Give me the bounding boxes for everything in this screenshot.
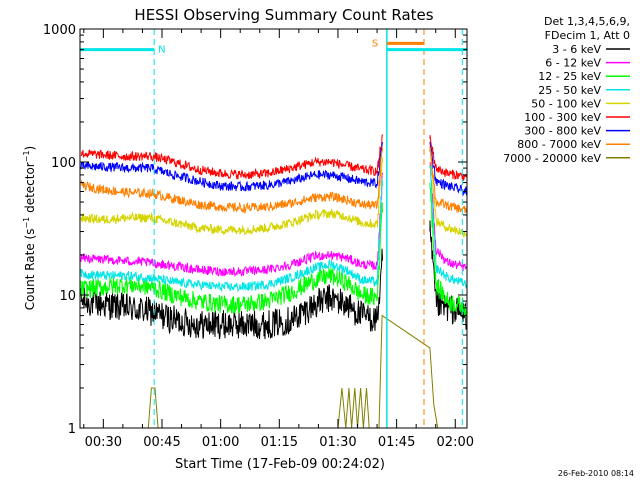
flag-label-n: N: [158, 45, 165, 56]
legend-label-6: 100 - 300 keV: [524, 111, 601, 124]
x-tick-label: 01:00: [202, 435, 239, 450]
legend-label-9: 7000 - 20000 keV: [503, 152, 601, 165]
series-line-3: [80, 182, 467, 317]
series-line-4: [80, 164, 467, 293]
y-tick-label: 1: [68, 422, 76, 437]
y-axis-label: Count Rate (s−1 detector−1): [22, 146, 37, 310]
legend-label-5: 50 - 100 keV: [531, 97, 601, 110]
y-tick-label: 100: [51, 156, 76, 171]
y-tick-label: 1000: [43, 23, 76, 38]
series-line-8: [80, 146, 467, 215]
x-tick-label: 01:15: [261, 435, 298, 450]
y-tick-label: 10: [59, 289, 76, 304]
legend-label-2: 6 - 12 keV: [545, 57, 601, 70]
legend-label-1: 3 - 6 keV: [552, 43, 601, 56]
x-tick-label: 01:45: [378, 435, 415, 450]
legend-label-4: 25 - 50 keV: [538, 84, 601, 97]
legend-label-3: 12 - 25 keV: [538, 70, 601, 83]
series-line-6: [81, 134, 467, 182]
x-tick-label: 02:00: [437, 435, 474, 450]
series-line-9: [80, 314, 467, 429]
plot-layer: N S 1 10 100 1000 00:30 00:45 01:00 01:15 01:30 01:…: [43, 23, 474, 450]
legend-header-line-1: Det 1,3,4,5,6,9,: [544, 15, 630, 28]
x-axis-label: Start Time (17-Feb-09 00:24:02): [175, 457, 385, 472]
series-line-7: [80, 141, 467, 197]
plot-frame: [79, 28, 468, 429]
legend-label-8: 800 - 7000 keV: [517, 138, 601, 151]
series-line-5: [80, 146, 467, 238]
legend-header-line-2: FDecim 1, Att 0: [545, 29, 630, 42]
series-line-2: [80, 161, 467, 278]
legend-label-7: 300 - 800 keV: [524, 125, 601, 138]
x-tick-label: 00:45: [143, 435, 180, 450]
x-tick-label: 00:30: [85, 435, 122, 450]
timestamp: 26-Feb-2010 08:14: [558, 469, 634, 478]
flag-label-s: S: [372, 38, 378, 49]
x-tick-label: 01:30: [319, 435, 356, 450]
chart-title: HESSI Observing Summary Count Rates: [134, 6, 433, 24]
